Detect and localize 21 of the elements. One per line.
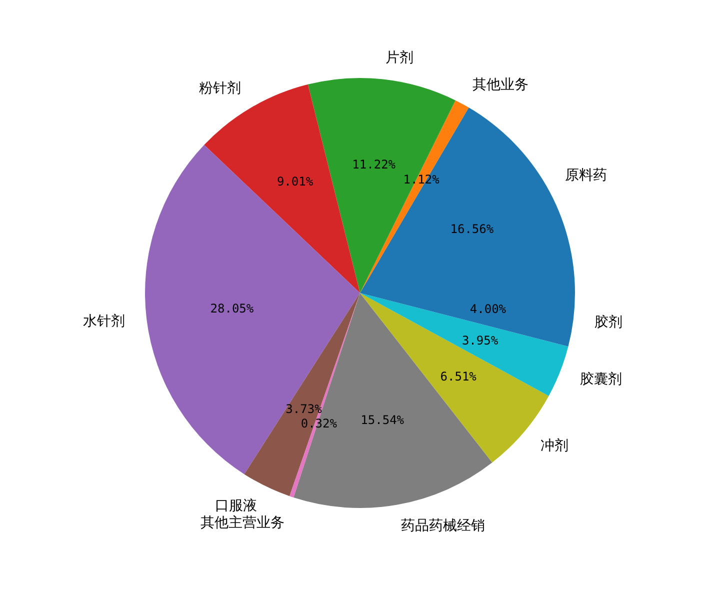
slice-label: 水针剂	[83, 314, 126, 330]
slice-label: 药品药械经销	[400, 518, 485, 534]
pie-slice	[360, 293, 568, 396]
data-label: 28.05%	[210, 302, 254, 316]
data-label: 3.95%	[462, 333, 499, 348]
data-label: 15.54%	[360, 413, 405, 428]
slice-label: 胶剂	[594, 314, 623, 331]
data-label: 6.51%	[440, 369, 478, 384]
slice-label: 原料药	[565, 167, 608, 184]
slice-label: 其他主营业务	[200, 515, 285, 532]
slice-label: 冲剂	[540, 438, 568, 454]
slice-label: 口服液	[214, 498, 257, 514]
data-label: 9.01%	[276, 174, 314, 189]
data-label: 16.56%	[450, 222, 494, 236]
data-label: 4.00%	[470, 302, 507, 316]
slice-label: 胶囊剂	[580, 372, 622, 388]
data-label: 1.12%	[403, 172, 440, 186]
slice-label: 片剂	[385, 50, 414, 66]
slice-label: 粉针剂	[198, 80, 241, 97]
slice-label: 其他业务	[472, 76, 528, 93]
data-label: 11.22%	[352, 158, 396, 172]
